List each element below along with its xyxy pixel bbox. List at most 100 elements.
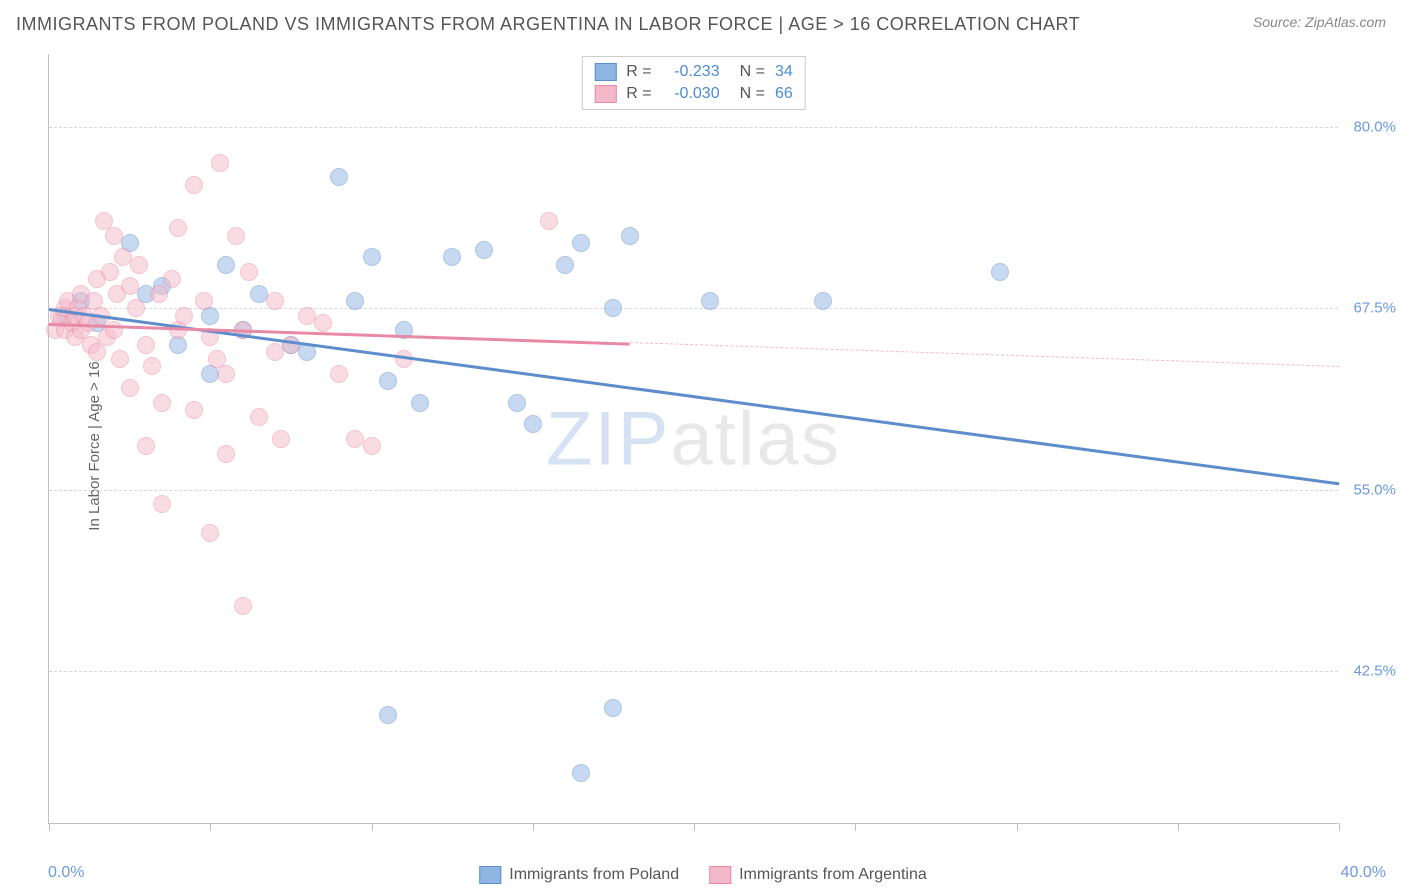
scatter-point <box>346 292 364 310</box>
r-value: -0.233 <box>662 63 720 81</box>
scatter-point <box>314 314 332 332</box>
scatter-point <box>814 292 832 310</box>
chart-title: IMMIGRANTS FROM POLAND VS IMMIGRANTS FRO… <box>16 14 1080 35</box>
scatter-point <box>443 248 461 266</box>
scatter-point <box>137 336 155 354</box>
scatter-point <box>272 430 290 448</box>
scatter-point <box>540 212 558 230</box>
scatter-point <box>211 154 229 172</box>
scatter-point <box>604 299 622 317</box>
gridline <box>49 127 1338 128</box>
x-tick <box>855 823 856 831</box>
watermark-atlas: atlas <box>670 396 841 481</box>
scatter-point <box>508 394 526 412</box>
scatter-point <box>143 357 161 375</box>
scatter-point <box>217 445 235 463</box>
scatter-point <box>105 321 123 339</box>
scatter-point <box>524 415 542 433</box>
y-tick-label: 67.5% <box>1353 300 1396 317</box>
scatter-point <box>250 408 268 426</box>
scatter-point <box>475 241 493 259</box>
watermark-zip: ZIP <box>546 396 670 481</box>
scatter-point <box>169 219 187 237</box>
y-tick-label: 80.0% <box>1353 118 1396 135</box>
scatter-point <box>379 372 397 390</box>
x-tick <box>49 823 50 831</box>
scatter-point <box>121 277 139 295</box>
scatter-point <box>153 394 171 412</box>
scatter-point <box>130 256 148 274</box>
scatter-point <box>234 597 252 615</box>
scatter-point <box>991 263 1009 281</box>
scatter-point <box>121 379 139 397</box>
x-axis-max-label: 40.0% <box>1341 864 1386 882</box>
scatter-point <box>556 256 574 274</box>
n-value: 34 <box>775 63 793 81</box>
scatter-point <box>572 234 590 252</box>
scatter-point <box>150 285 168 303</box>
trendline-dashed <box>629 342 1339 367</box>
scatter-point <box>379 706 397 724</box>
scatter-point <box>105 227 123 245</box>
scatter-point <box>217 365 235 383</box>
scatter-point <box>217 256 235 274</box>
scatter-point <box>572 764 590 782</box>
scatter-point <box>240 263 258 281</box>
scatter-point <box>137 437 155 455</box>
scatter-point <box>330 365 348 383</box>
y-tick-label: 42.5% <box>1353 663 1396 680</box>
scatter-point <box>363 248 381 266</box>
swatch <box>594 85 616 103</box>
scatter-point <box>101 263 119 281</box>
legend-item-argentina: Immigrants from Argentina <box>709 866 927 884</box>
r-label: R = <box>626 85 651 103</box>
legend-correlation-row: R = -0.030 N = 66 <box>594 83 792 105</box>
gridline <box>49 308 1338 309</box>
scatter-point <box>227 227 245 245</box>
scatter-point <box>163 270 181 288</box>
scatter-point <box>185 176 203 194</box>
x-tick <box>533 823 534 831</box>
n-value: 66 <box>775 85 793 103</box>
scatter-point <box>282 336 300 354</box>
x-tick <box>694 823 695 831</box>
legend-label-argentina: Immigrants from Argentina <box>739 866 927 884</box>
scatter-point <box>330 168 348 186</box>
scatter-point <box>621 227 639 245</box>
n-label: N = <box>740 63 765 81</box>
gridline <box>49 671 1338 672</box>
swatch-argentina <box>709 866 731 884</box>
scatter-point <box>195 292 213 310</box>
scatter-point <box>701 292 719 310</box>
swatch <box>594 63 616 81</box>
plot-area: ZIPatlas R =-0.233N =34R =-0.030N =66 42… <box>48 54 1338 824</box>
scatter-point <box>363 437 381 455</box>
legend-correlation-row: R = -0.233 N = 34 <box>594 61 792 83</box>
legend-label-poland: Immigrants from Poland <box>509 866 679 884</box>
y-tick-label: 55.0% <box>1353 481 1396 498</box>
x-axis-min-label: 0.0% <box>48 864 84 882</box>
n-label: N = <box>740 85 765 103</box>
x-tick <box>372 823 373 831</box>
scatter-point <box>411 394 429 412</box>
scatter-point <box>111 350 129 368</box>
legend-correlation: R = -0.233 N = 34 R = -0.030 N = 66 <box>581 56 805 110</box>
trendline <box>49 308 1339 485</box>
gridline <box>49 490 1338 491</box>
scatter-point <box>604 699 622 717</box>
r-label: R = <box>626 63 651 81</box>
x-tick <box>1339 823 1340 831</box>
scatter-point <box>175 307 193 325</box>
scatter-point <box>201 524 219 542</box>
r-value: -0.030 <box>662 85 720 103</box>
source-label: Source: ZipAtlas.com <box>1253 14 1386 30</box>
swatch-poland <box>479 866 501 884</box>
x-tick <box>1017 823 1018 831</box>
scatter-point <box>185 401 203 419</box>
scatter-point <box>153 495 171 513</box>
legend-item-poland: Immigrants from Poland <box>479 866 679 884</box>
scatter-point <box>127 299 145 317</box>
x-tick <box>1178 823 1179 831</box>
legend-series: Immigrants from Poland Immigrants from A… <box>479 866 926 884</box>
scatter-point <box>266 292 284 310</box>
